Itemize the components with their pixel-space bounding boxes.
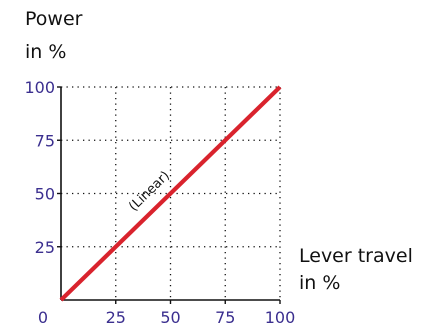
linear-annotation: (Linear) xyxy=(126,168,173,214)
x-tick-label-50: 50 xyxy=(160,308,180,325)
x-axis-label-line-2: in % xyxy=(299,272,340,294)
y-tick-label-75: 75 xyxy=(35,131,55,150)
y-tick-label-50: 50 xyxy=(35,185,55,204)
data-series xyxy=(59,85,282,302)
x-axis-label-line-1: Lever travel xyxy=(299,245,413,267)
y-tick-labels: 25 50 75 100 xyxy=(24,78,55,257)
x-tick-label-75: 75 xyxy=(215,308,235,325)
x-tick-label-100: 100 xyxy=(265,308,296,325)
y-tick-label-25: 25 xyxy=(35,238,55,257)
x-tick-labels: 0 25 50 75 100 xyxy=(38,308,295,325)
axis-tick-marks xyxy=(57,86,281,304)
x-tick-label-25: 25 xyxy=(106,308,126,325)
series-line-0 xyxy=(59,85,282,302)
x-tick-label-0: 0 xyxy=(38,308,48,325)
y-axis-label-line-2: in % xyxy=(25,41,66,63)
y-axis-label-line-1: Power xyxy=(25,8,83,30)
grid-lines xyxy=(61,86,281,300)
y-tick-label-100: 100 xyxy=(24,78,55,97)
